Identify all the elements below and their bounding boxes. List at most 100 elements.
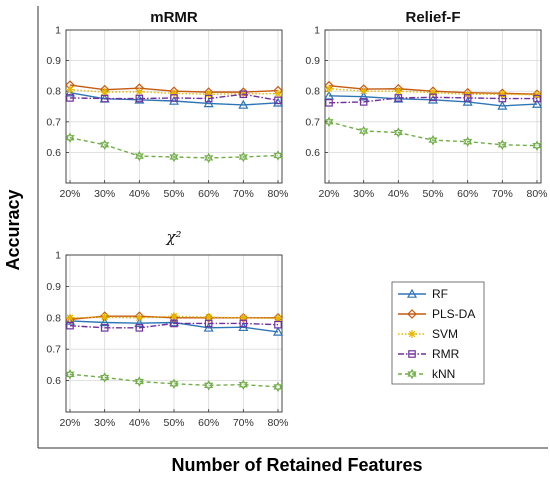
x-tick-label: 30%: [94, 417, 115, 429]
y-tick-label: 0.9: [46, 281, 61, 293]
data-point: [203, 322, 214, 332]
x-axis-label: Number of Retained Features: [171, 455, 422, 475]
series-svm: [66, 312, 282, 323]
y-tick-label: 0.9: [305, 55, 320, 67]
data-point: [100, 139, 110, 151]
data-point: [204, 90, 213, 99]
x-tick-label: 20%: [318, 188, 339, 200]
data-point: [66, 85, 74, 94]
data-point: [203, 98, 214, 108]
legend-label: RMR: [432, 347, 460, 361]
y-tick-label: 0.7: [46, 344, 61, 356]
data-point: [100, 372, 110, 383]
x-tick-label: 20%: [59, 417, 80, 429]
data-point: [204, 152, 214, 164]
data-point: [134, 317, 145, 327]
panel-title: χ²: [165, 228, 181, 246]
x-tick-label: 40%: [129, 188, 150, 200]
data-point: [239, 319, 248, 328]
x-tick-label: 60%: [198, 417, 219, 429]
legend-entry-rf: RF: [398, 287, 448, 301]
legend-marker: [406, 288, 418, 298]
data-point: [66, 94, 74, 102]
data-point: [393, 127, 403, 138]
data-point: [532, 140, 542, 151]
data-point: [325, 84, 333, 93]
data-point: [204, 319, 213, 328]
data-point: [170, 89, 178, 98]
data-point: [359, 87, 368, 96]
data-point: [394, 87, 403, 96]
data-point: [274, 96, 282, 105]
data-point: [531, 98, 543, 108]
panel-title: mRMR: [150, 9, 198, 26]
x-tick-label: 60%: [198, 188, 219, 200]
x-tick-label: 70%: [233, 188, 254, 200]
x-tick-label: 30%: [94, 188, 115, 200]
data-point: [325, 99, 333, 107]
data-point: [65, 132, 75, 143]
data-point: [323, 90, 335, 100]
y-tick-label: 0.8: [46, 86, 61, 98]
data-point: [238, 99, 249, 109]
series-line: [69, 322, 279, 329]
series-line: [69, 93, 279, 102]
series-line: [328, 121, 538, 147]
data-point: [274, 314, 282, 323]
y-tick-label: 0.7: [46, 116, 61, 128]
data-point: [66, 321, 74, 330]
x-tick-label: 50%: [422, 188, 443, 200]
legend-label: PLS-DA: [432, 307, 475, 321]
data-point: [273, 381, 283, 393]
series-line: [328, 95, 538, 107]
y-tick-label: 0.6: [46, 375, 61, 387]
data-point: [203, 312, 214, 323]
series-knn: [65, 369, 283, 393]
data-point: [463, 136, 473, 147]
legend-entry-svm: SVM: [398, 327, 458, 341]
x-tick-label: 60%: [457, 188, 478, 200]
data-point: [427, 94, 439, 104]
panel-1: Relief-F 0.6 0.7 0.8 0.9 1 20% 30% 40% 50% 60% 70% 8…: [305, 9, 547, 200]
data-point: [169, 378, 179, 390]
series-rmr: [325, 93, 541, 107]
x-tick-label: 50%: [163, 417, 184, 429]
data-point: [168, 317, 180, 327]
x-tick-label: 30%: [353, 188, 374, 200]
y-tick-label: 0.7: [305, 116, 320, 128]
data-point: [274, 320, 282, 329]
data-point: [273, 150, 283, 161]
data-point: [394, 94, 403, 102]
legend-marker: [408, 330, 416, 338]
panel-0: mRMR 0.6 0.7 0.8 0.9 1 20% 30% 40% 50% 60% 70% 80%: [46, 9, 288, 200]
x-tick-label: 50%: [163, 188, 184, 200]
legend-entry-rmr: RMR: [398, 347, 460, 361]
data-point: [239, 90, 248, 99]
x-tick-label: 20%: [59, 188, 80, 200]
x-tick-label: 80%: [526, 188, 547, 200]
x-tick-label: 70%: [233, 417, 254, 429]
series-line: [69, 137, 279, 159]
legend-box: [391, 281, 485, 385]
data-point: [238, 379, 248, 390]
data-point: [497, 139, 507, 151]
data-point: [429, 93, 437, 102]
data-point: [272, 97, 284, 107]
y-tick-label: 0.9: [46, 55, 61, 67]
legend-entry-pls-da: PLS-DA: [398, 307, 475, 321]
data-point: [463, 94, 472, 102]
series-knn: [65, 132, 283, 164]
data-point: [533, 94, 541, 103]
y-tick-label: 0.6: [46, 147, 61, 159]
data-point: [274, 89, 282, 98]
legend-label: SVM: [432, 327, 458, 341]
data-point: [359, 125, 369, 137]
y-tick-label: 0.8: [46, 312, 61, 324]
data-point: [99, 317, 110, 327]
data-point: [204, 380, 214, 391]
data-point: [497, 100, 508, 110]
data-point: [204, 94, 213, 103]
y-tick-label: 0.6: [305, 147, 320, 159]
